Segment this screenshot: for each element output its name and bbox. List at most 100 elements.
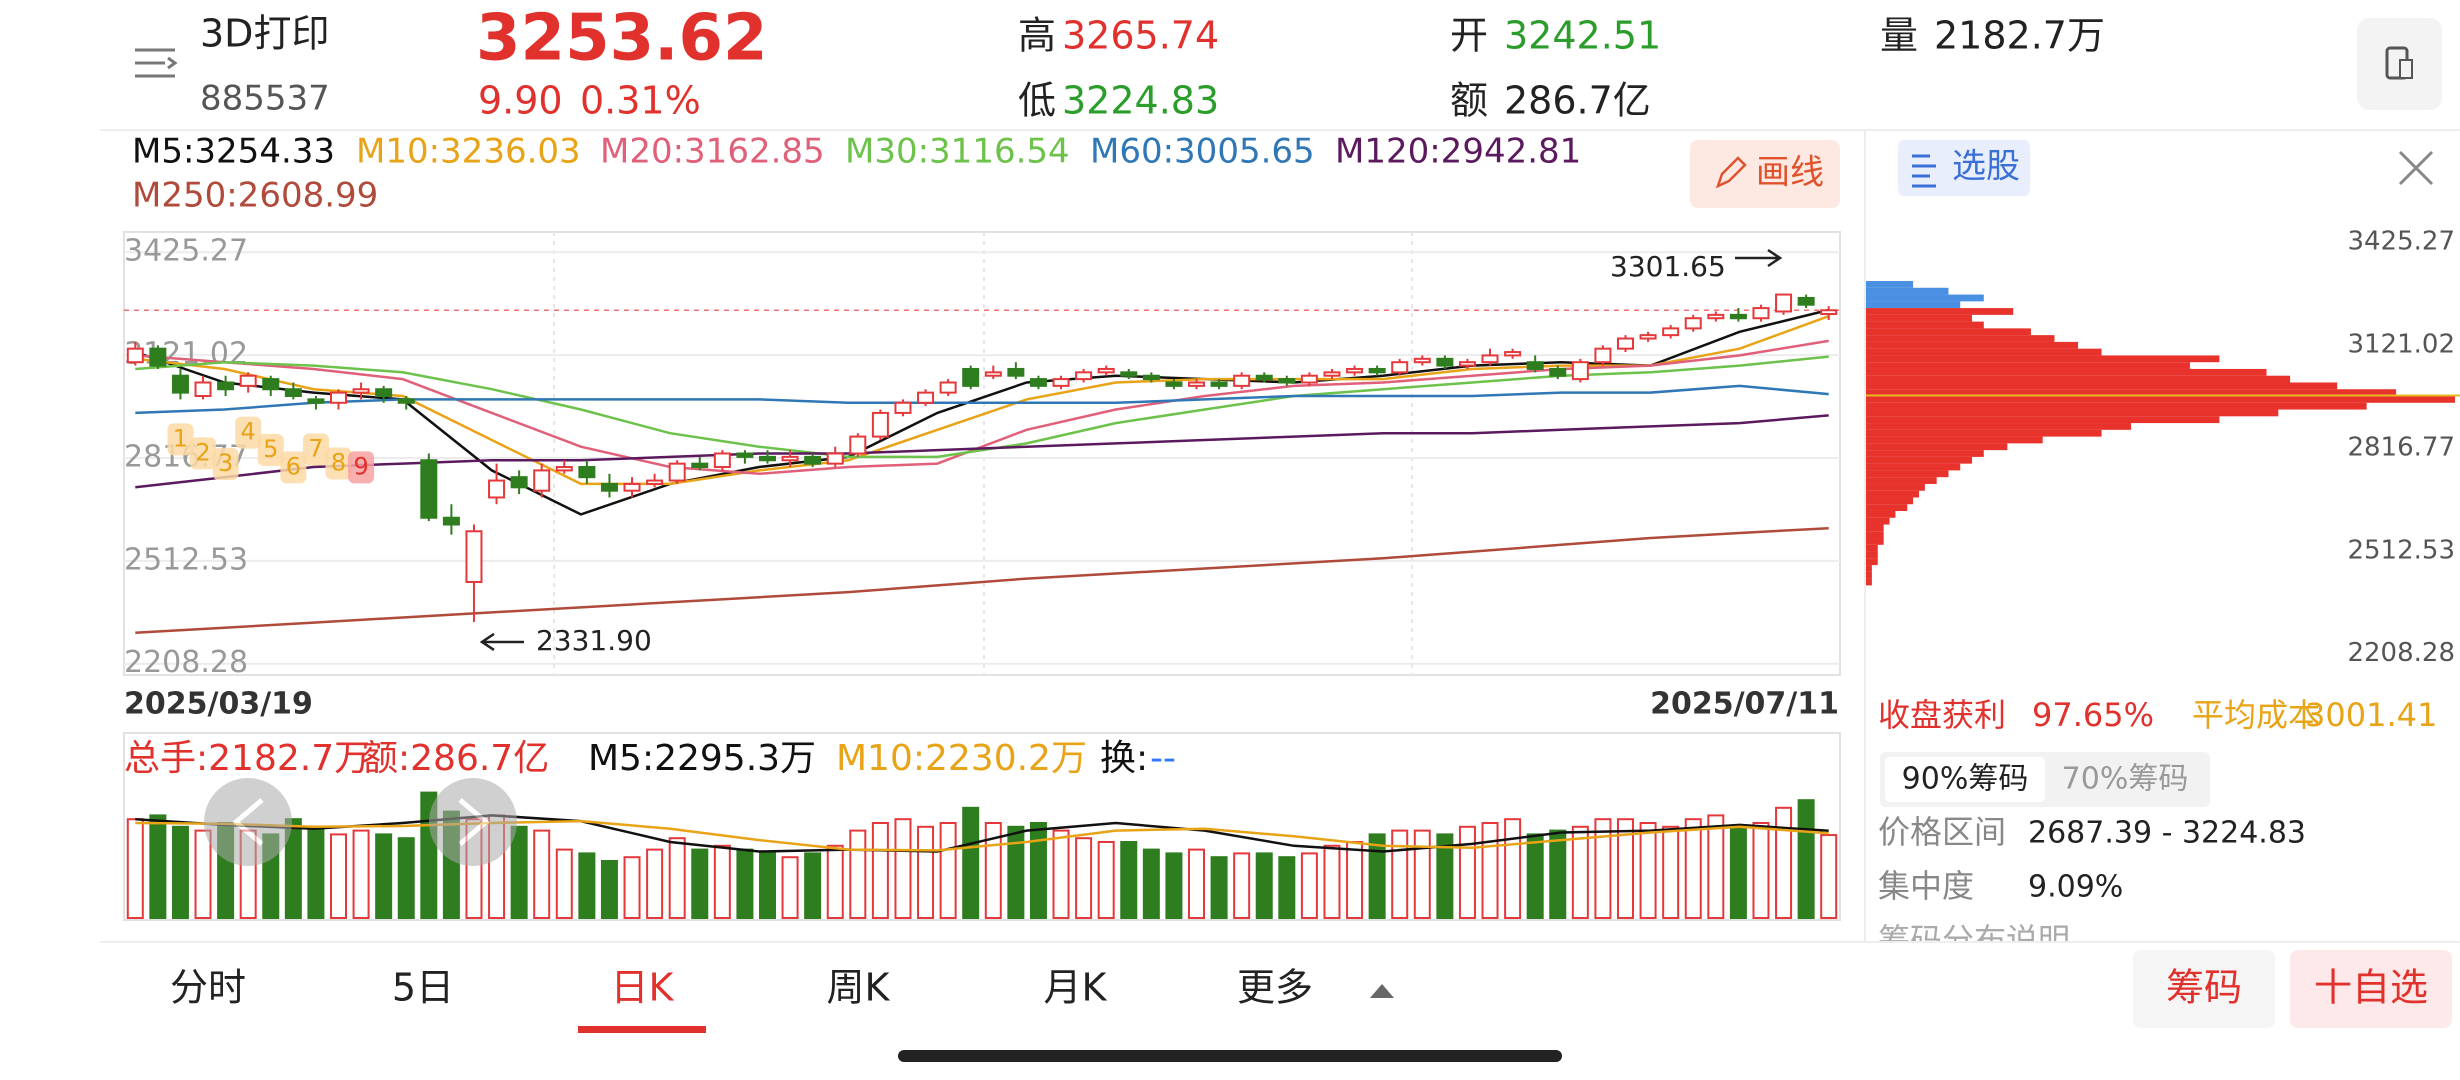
volume-bar (939, 822, 957, 919)
candle-body (1029, 378, 1047, 387)
volume-bar (826, 844, 844, 919)
watchlist-button[interactable]: 十自选 (2290, 950, 2452, 1028)
volume-bar (1775, 806, 1793, 919)
tab-90[interactable]: 90%筹码 (1902, 762, 2029, 797)
candle-body (330, 391, 347, 404)
candle-body (984, 371, 1002, 377)
candle-body (262, 378, 280, 391)
high-label: 高 (1018, 14, 1056, 58)
candle-body (555, 466, 573, 472)
candle-body (171, 374, 189, 394)
volume-bar (555, 848, 573, 919)
draw-line-button[interactable]: 画线 (1690, 140, 1840, 208)
volume: 2182.7万 (1934, 14, 2105, 58)
nine-badge (302, 433, 329, 466)
chip-bar (1866, 328, 2031, 336)
chip-bar (1866, 551, 1878, 559)
candle-body (1165, 381, 1183, 387)
ma-line (135, 315, 1830, 486)
candle-body (804, 455, 822, 465)
volume-bar (375, 833, 393, 920)
ma-legend: M30:3116.54 (845, 132, 1070, 172)
close-button[interactable] (2398, 150, 2434, 186)
nine-badge (235, 416, 262, 449)
candle-body (1052, 378, 1070, 387)
chip-bar (1866, 348, 2102, 356)
volume-bar (1075, 837, 1093, 920)
volume-bar (646, 848, 664, 919)
start-date: 2025/03/19 (124, 687, 313, 722)
help-link[interactable]: 筹码分布说明 (1878, 921, 2070, 959)
candle-body (533, 469, 551, 492)
tab-underline (578, 1026, 706, 1033)
chip-tick-label: 2208.28 (2347, 638, 2455, 668)
arrow (479, 632, 524, 651)
chip-bar (1866, 450, 1984, 457)
chip-bar (1866, 578, 1872, 586)
candle-body (1300, 374, 1318, 384)
ma-legend: M60:3005.65 (1090, 132, 1315, 172)
tab[interactable]: 周K (827, 966, 891, 1010)
menu-icon[interactable] (135, 48, 178, 78)
tab-70[interactable]: 70%筹码 (2062, 762, 2189, 797)
volume-bar (1007, 825, 1025, 919)
chip-bar (1866, 571, 1872, 579)
volume-bar (1413, 829, 1431, 919)
select-stock-label: 选股 (1952, 147, 2020, 187)
nine-badge (212, 448, 239, 481)
candle-body (217, 381, 235, 391)
tab[interactable]: 分时 (170, 966, 246, 1010)
tab[interactable]: 月K (1044, 966, 1108, 1010)
candle-body (1346, 367, 1364, 374)
candle-body (397, 398, 415, 404)
volume-bar (1052, 829, 1070, 919)
volume-bar (1752, 822, 1770, 919)
volume-bar (149, 814, 167, 920)
chip-bar (1866, 538, 1884, 545)
chip-bar (1866, 558, 1878, 566)
chip-tab-active[interactable] (1885, 757, 2045, 802)
chip-bar (1866, 389, 2397, 397)
tab[interactable]: 更多 (1237, 966, 1313, 1010)
volume-bar (736, 848, 754, 919)
amount: 286.7亿 (1504, 79, 1651, 123)
volume-ma-line (135, 819, 1829, 852)
candle-body (1594, 347, 1612, 364)
candle-body (849, 435, 867, 455)
volume-bar (307, 825, 325, 919)
candle-body (194, 381, 212, 398)
candle-body (1233, 374, 1251, 387)
volume-bar (1526, 833, 1544, 920)
candle-body (939, 381, 957, 394)
nine-label: 9 (353, 452, 368, 480)
candle-body (1391, 361, 1409, 374)
y-tick-label: 2208.28 (124, 645, 248, 680)
chip-bar (1866, 308, 2014, 315)
chip-bar (1866, 531, 1884, 539)
nine-label: 6 (286, 452, 301, 480)
chips-button[interactable]: 筹码 (2133, 950, 2275, 1028)
nav-overlay[interactable] (204, 778, 517, 866)
volume-bar (1300, 852, 1318, 920)
nine-label: 1 (173, 424, 188, 452)
volume-bar (171, 825, 189, 919)
chip-bar (1866, 524, 1884, 532)
candle-body (623, 482, 641, 492)
chip-bar (1866, 483, 1925, 491)
open-label: 开 (1450, 14, 1488, 58)
volume-bar (284, 818, 302, 920)
tab[interactable]: 5日 (392, 966, 454, 1010)
tab-active[interactable]: 日K (611, 966, 675, 1010)
candle-body (917, 391, 935, 404)
candle-body (713, 452, 731, 469)
ma-legend: M10:3236.03 (356, 132, 581, 172)
select-stock-button[interactable]: 选股 (1898, 140, 2030, 196)
end-date: 2025/07/11 (1650, 687, 1839, 722)
volume-bar (1729, 825, 1747, 919)
landscape-button[interactable] (2357, 18, 2442, 110)
range-label: 价格区间 (1878, 813, 2006, 851)
volume-bar (1346, 841, 1364, 919)
nine-badge (348, 451, 375, 484)
volume-bar (600, 860, 618, 919)
